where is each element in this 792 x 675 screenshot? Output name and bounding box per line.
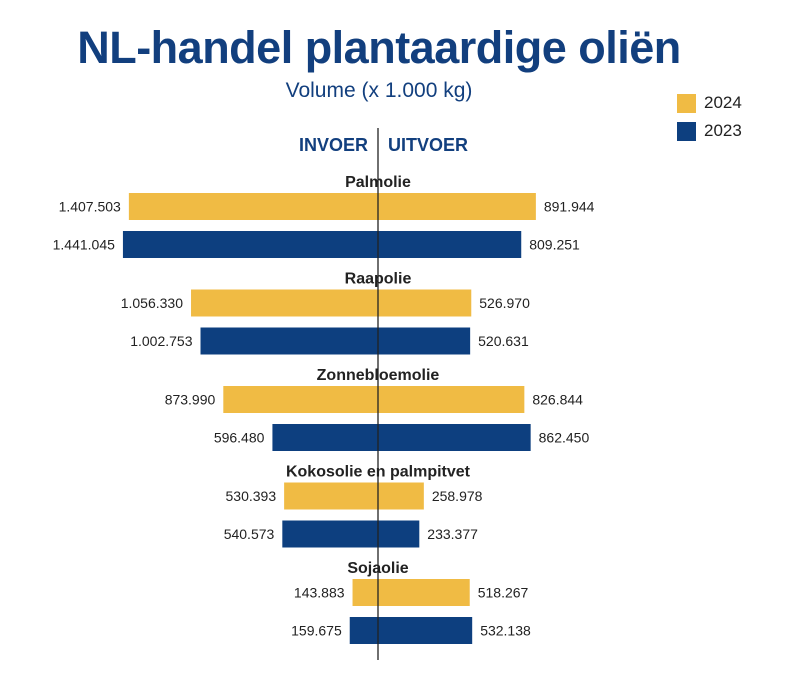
value-label-uitvoer-kokosolie-en-palmpitvet-2023: 233.377 [427, 526, 478, 542]
bar-invoer-kokosolie-en-palmpitvet-2024 [284, 482, 378, 510]
value-label-invoer-sojaolie-2023: 159.675 [291, 623, 342, 639]
bar-invoer-sojaolie-2024 [352, 579, 378, 606]
legend-swatch-2024 [677, 93, 696, 113]
bar-invoer-raapolie-2024 [191, 289, 378, 317]
bar-uitvoer-kokosolie-en-palmpitvet-2023 [378, 520, 420, 548]
value-label-invoer-kokosolie-en-palmpitvet-2024: 530.393 [226, 488, 277, 504]
bar-uitvoer-zonnebloemolie-2023 [378, 424, 531, 451]
value-label-invoer-zonnebloemolie-2023: 596.480 [214, 430, 265, 446]
value-label-uitvoer-kokosolie-en-palmpitvet-2024: 258.978 [432, 488, 483, 504]
bar-invoer-zonnebloemolie-2024 [223, 386, 378, 413]
value-label-invoer-palmolie-2024: 1.407.503 [59, 199, 121, 215]
value-label-uitvoer-palmolie-2023: 809.251 [529, 237, 580, 253]
bar-uitvoer-raapolie-2023 [378, 327, 471, 355]
value-label-uitvoer-palmolie-2024: 891.944 [544, 199, 595, 215]
value-label-uitvoer-sojaolie-2024: 518.267 [478, 585, 529, 601]
value-label-uitvoer-raapolie-2023: 520.631 [478, 333, 529, 349]
uitvoer-header: UITVOER [388, 135, 468, 155]
bar-uitvoer-sojaolie-2023 [378, 617, 473, 644]
chart-title: NL-handel plantaardige oliën [77, 22, 681, 73]
chart-subtitle: Volume (x 1.000 kg) [285, 79, 473, 102]
bar-uitvoer-palmolie-2023 [378, 231, 522, 258]
bar-uitvoer-sojaolie-2024 [378, 579, 470, 606]
value-label-uitvoer-raapolie-2024: 526.970 [479, 295, 530, 311]
bar-invoer-raapolie-2023 [200, 327, 378, 355]
bar-invoer-palmolie-2024 [128, 193, 378, 220]
legend-label-2023: 2023 [704, 121, 742, 140]
value-label-invoer-palmolie-2023: 1.441.045 [53, 237, 115, 253]
bar-invoer-zonnebloemolie-2023 [272, 424, 378, 451]
value-label-invoer-raapolie-2024: 1.056.330 [121, 295, 183, 311]
value-label-invoer-zonnebloemolie-2024: 873.990 [165, 392, 216, 408]
bar-uitvoer-raapolie-2024 [378, 289, 472, 317]
legend-label-2024: 2024 [704, 93, 742, 112]
value-label-uitvoer-sojaolie-2023: 532.138 [480, 623, 531, 639]
legend-item-2023: 2023 [677, 117, 742, 145]
value-label-uitvoer-zonnebloemolie-2023: 862.450 [539, 430, 590, 446]
bar-uitvoer-kokosolie-en-palmpitvet-2024 [378, 482, 424, 510]
bar-uitvoer-palmolie-2024 [378, 193, 536, 220]
bar-invoer-palmolie-2023 [122, 231, 379, 258]
value-label-invoer-kokosolie-en-palmpitvet-2023: 540.573 [224, 526, 275, 542]
value-label-uitvoer-zonnebloemolie-2024: 826.844 [532, 392, 583, 408]
legend-swatch-2023 [677, 121, 696, 141]
value-label-invoer-raapolie-2023: 1.002.753 [130, 333, 192, 349]
legend-item-2024: 2024 [677, 89, 742, 117]
bar-invoer-kokosolie-en-palmpitvet-2023 [282, 520, 378, 548]
legend: 2024 2023 [677, 89, 742, 145]
bar-uitvoer-zonnebloemolie-2024 [378, 386, 525, 413]
bar-invoer-sojaolie-2023 [349, 617, 378, 644]
value-label-invoer-sojaolie-2024: 143.883 [294, 585, 345, 601]
invoer-header: INVOER [299, 135, 368, 155]
